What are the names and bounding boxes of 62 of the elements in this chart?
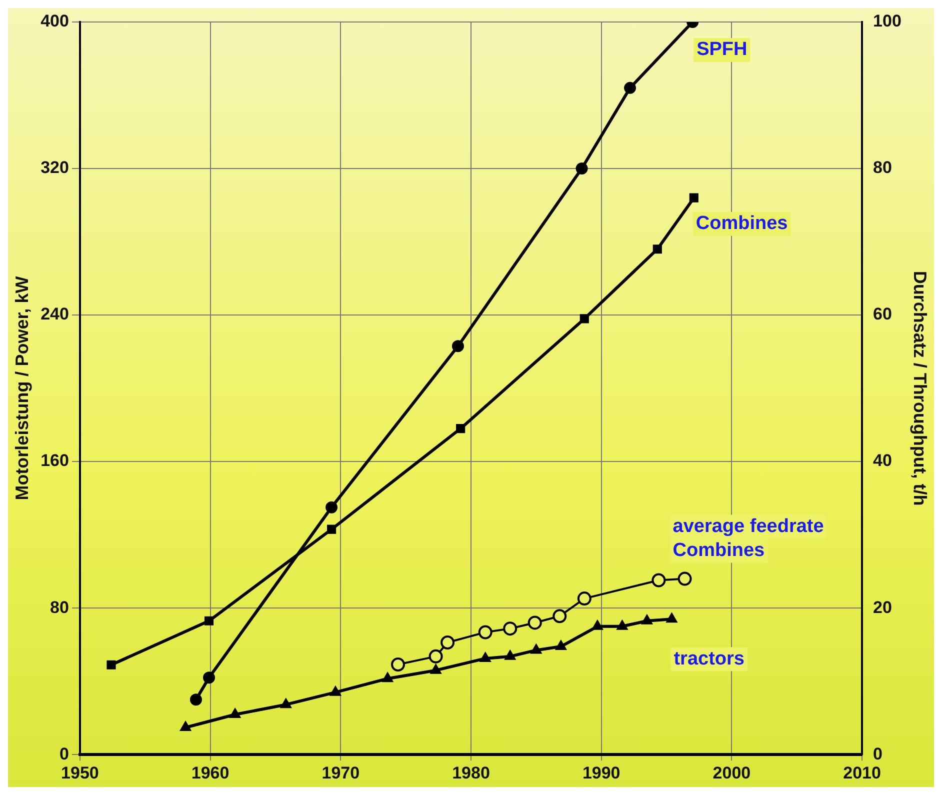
point <box>678 572 692 586</box>
point <box>528 616 542 630</box>
point <box>480 652 491 662</box>
point <box>230 708 240 718</box>
y2-tick-label: 100 <box>873 12 902 31</box>
series-label: tractors <box>674 648 744 670</box>
point <box>689 193 698 202</box>
point <box>652 573 666 588</box>
point <box>452 340 464 352</box>
point <box>580 314 589 324</box>
point <box>330 686 341 696</box>
point <box>280 698 292 708</box>
point <box>624 82 636 94</box>
y-tick-label: 0 <box>59 744 69 764</box>
point <box>556 640 566 650</box>
y2-tick-label: 0 <box>873 744 883 764</box>
point <box>592 620 603 630</box>
point <box>203 672 216 684</box>
series-label: SPFH <box>696 39 748 60</box>
y2-axis-title: Durchsatz / Throughput, t/h <box>910 270 930 506</box>
y-tick-label: 160 <box>40 451 69 470</box>
series-label: average feedrate Combines <box>672 516 824 562</box>
x-tick-label: 1960 <box>191 763 230 782</box>
point <box>440 636 455 650</box>
point <box>106 660 116 670</box>
x-tick-label: 1970 <box>322 763 360 782</box>
point <box>616 620 628 630</box>
point <box>204 616 214 626</box>
point <box>530 644 542 654</box>
point <box>478 625 492 640</box>
point <box>652 244 662 254</box>
point <box>642 614 652 624</box>
point <box>430 664 442 674</box>
point <box>503 622 518 636</box>
point <box>391 657 406 672</box>
point <box>504 650 516 660</box>
point <box>326 501 338 514</box>
point <box>382 672 393 682</box>
y-tick-label: 400 <box>40 12 69 31</box>
point <box>552 609 567 624</box>
series-label: Combines <box>696 213 788 234</box>
point <box>190 694 202 706</box>
x-tick-label: 1980 <box>452 763 490 782</box>
y-tick-label: 80 <box>50 598 69 617</box>
x-tick-label: 1990 <box>582 763 620 782</box>
x-tick-label: 2010 <box>843 763 881 782</box>
y2-tick-label: 80 <box>873 158 892 178</box>
x-tick-label: 1950 <box>61 763 99 782</box>
y2-tick-label: 60 <box>873 304 892 324</box>
x-tick-label: 2000 <box>712 763 751 782</box>
point <box>180 721 191 731</box>
y2-tick-label: 40 <box>873 451 892 470</box>
y-axis-title: Motorleistung / Power, kW <box>12 276 32 500</box>
point <box>326 524 336 534</box>
point <box>456 424 466 434</box>
y2-tick-label: 20 <box>873 598 892 617</box>
point <box>576 162 588 175</box>
point <box>666 613 678 623</box>
point <box>577 592 592 606</box>
y-tick-label: 240 <box>40 304 69 324</box>
y-tick-label: 320 <box>40 158 69 178</box>
point <box>428 649 443 664</box>
